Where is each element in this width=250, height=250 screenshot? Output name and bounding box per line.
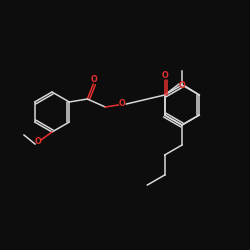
Text: O: O [161, 72, 168, 80]
Text: O: O [34, 138, 41, 146]
Text: O: O [178, 80, 185, 90]
Text: O: O [119, 100, 126, 108]
Text: O: O [91, 76, 98, 84]
